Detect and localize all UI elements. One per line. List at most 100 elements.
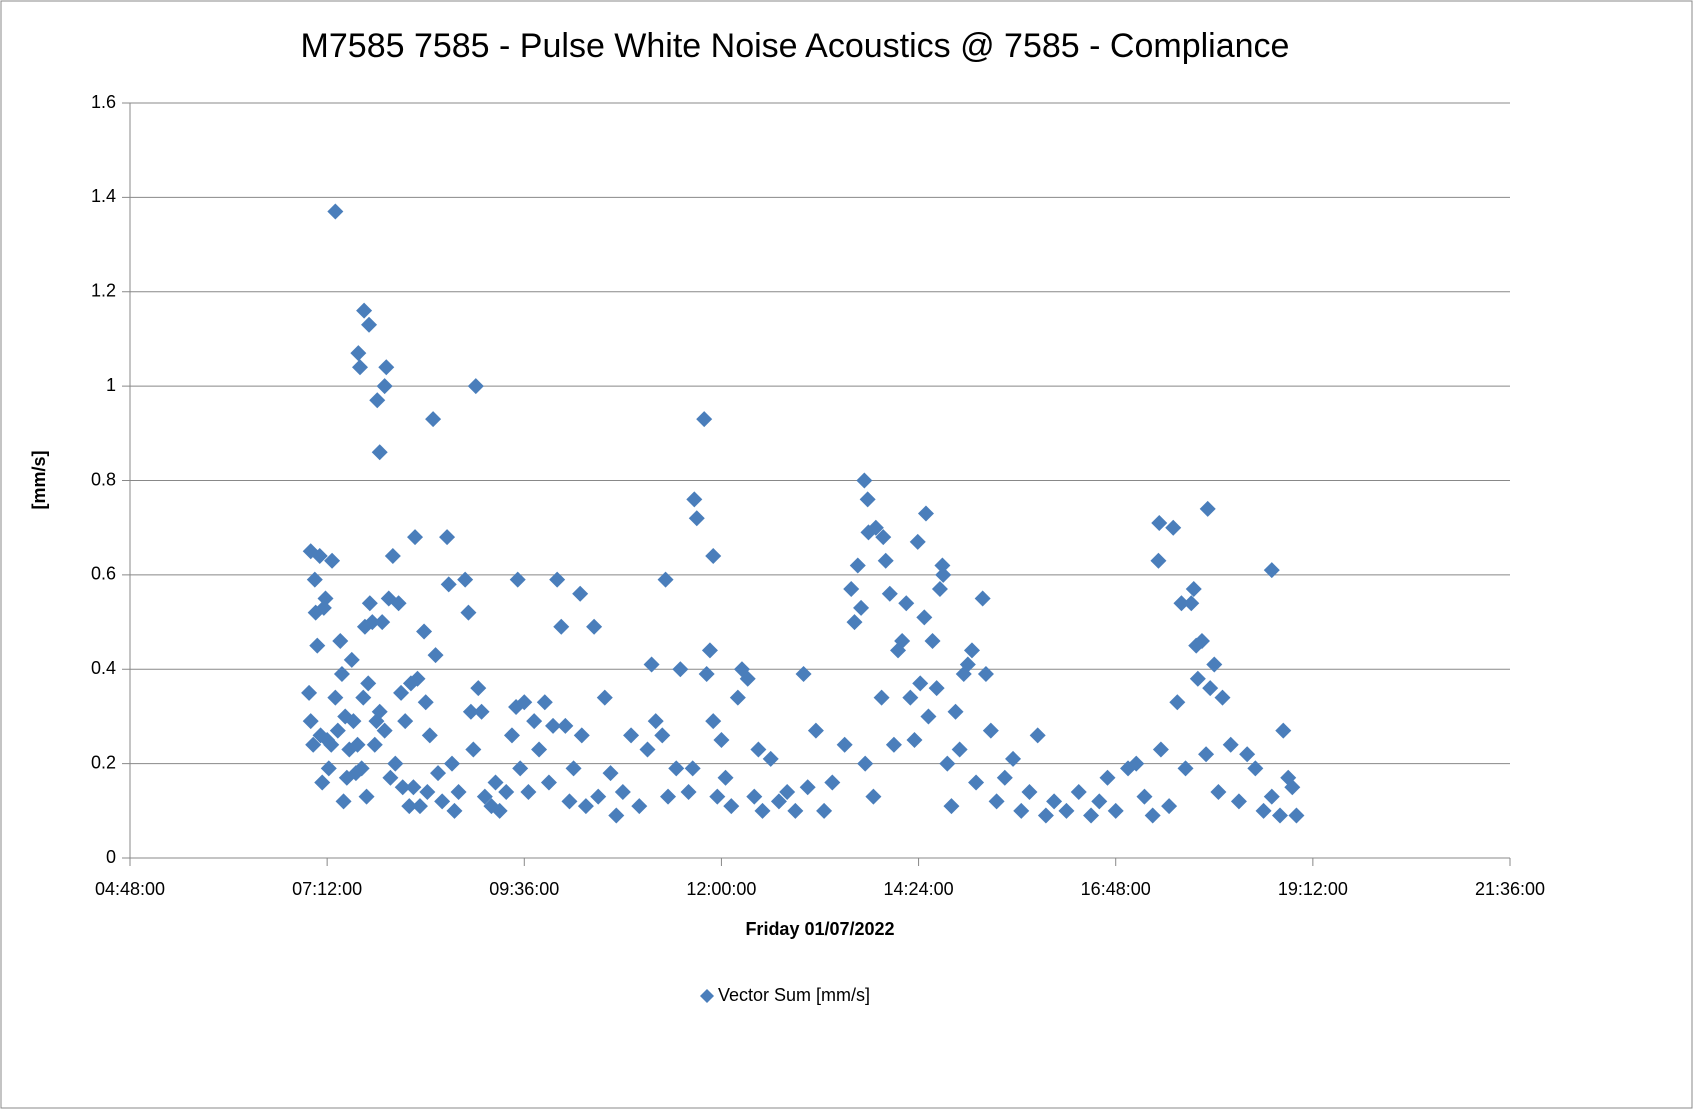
point <box>963 642 980 659</box>
point <box>672 661 689 678</box>
point <box>1272 807 1288 824</box>
point <box>799 779 816 796</box>
point <box>516 694 533 711</box>
point <box>729 689 746 706</box>
point <box>1177 760 1194 777</box>
point <box>1151 514 1168 531</box>
point <box>859 491 876 508</box>
point <box>491 802 508 819</box>
point <box>867 519 884 536</box>
point <box>754 802 771 819</box>
point <box>407 529 424 546</box>
point <box>301 684 318 701</box>
point <box>686 491 703 508</box>
point <box>376 378 393 395</box>
point <box>305 736 322 753</box>
point <box>450 783 467 800</box>
point <box>762 750 779 767</box>
point <box>1183 595 1200 612</box>
point <box>503 727 520 744</box>
point <box>476 788 493 805</box>
y-tick-label: 0.6 <box>91 564 116 584</box>
point <box>865 788 882 805</box>
point <box>684 760 701 777</box>
point <box>306 571 323 588</box>
point <box>561 793 578 810</box>
point <box>657 571 674 588</box>
point <box>1198 746 1215 763</box>
point <box>531 741 548 758</box>
point <box>849 557 866 574</box>
point <box>1189 670 1206 687</box>
point <box>1169 694 1186 711</box>
point <box>526 713 543 730</box>
point <box>314 774 331 791</box>
point <box>639 741 656 758</box>
point <box>1173 595 1190 612</box>
point <box>709 788 726 805</box>
y-tick-label: 0 <box>106 847 116 867</box>
point <box>668 760 685 777</box>
point <box>982 722 999 739</box>
point <box>311 548 328 564</box>
legend-marker <box>700 989 714 1003</box>
point <box>356 302 373 319</box>
point <box>596 689 613 706</box>
point <box>361 316 378 333</box>
point <box>885 736 902 753</box>
point <box>446 802 463 819</box>
point <box>924 632 941 649</box>
point <box>1013 802 1030 819</box>
x-tick-label: 04:48:00 <box>95 879 165 899</box>
x-tick-label: 07:12:00 <box>292 879 362 899</box>
point <box>853 599 870 616</box>
point <box>366 736 383 753</box>
point <box>928 680 945 697</box>
point <box>873 689 890 706</box>
point <box>376 722 393 739</box>
point <box>577 798 594 815</box>
point <box>1193 632 1210 649</box>
x-tick-label: 16:48:00 <box>1081 879 1151 899</box>
point <box>465 741 482 758</box>
y-tick-label: 1 <box>106 375 116 395</box>
point <box>713 732 730 749</box>
point <box>906 732 923 749</box>
point <box>374 614 391 631</box>
point <box>779 783 796 800</box>
point <box>959 656 976 673</box>
point <box>1136 788 1153 805</box>
point <box>390 595 407 612</box>
point <box>1021 783 1038 800</box>
x-tick-label: 14:24:00 <box>884 879 954 899</box>
point <box>739 670 756 687</box>
point <box>770 793 787 810</box>
point <box>434 793 451 810</box>
point <box>545 717 562 734</box>
point <box>1029 727 1046 744</box>
point <box>536 694 553 711</box>
point <box>333 665 350 682</box>
point <box>393 684 410 701</box>
point <box>723 798 740 815</box>
point <box>1284 779 1301 796</box>
point <box>1161 798 1178 815</box>
point <box>317 590 334 607</box>
point <box>378 359 395 376</box>
point <box>394 779 411 796</box>
point <box>680 783 697 800</box>
point <box>968 774 985 791</box>
point <box>787 802 804 819</box>
point <box>1185 581 1202 598</box>
point <box>1128 755 1145 772</box>
point <box>573 727 590 744</box>
point <box>1275 722 1292 739</box>
point <box>935 566 952 583</box>
point <box>746 788 763 805</box>
point <box>409 670 426 687</box>
point <box>553 618 570 635</box>
x-tick-label: 19:12:00 <box>1278 879 1348 899</box>
point <box>335 793 352 810</box>
y-tick-label: 1.2 <box>91 281 116 301</box>
